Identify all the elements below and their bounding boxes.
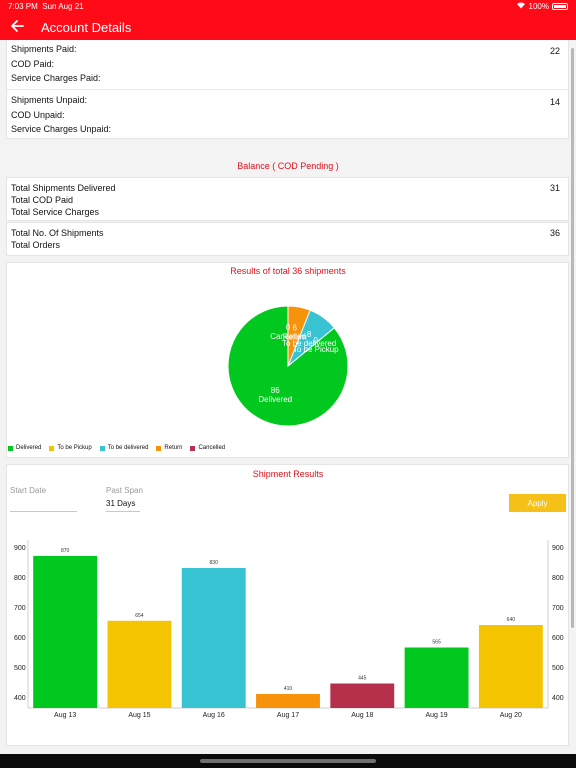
page-title: Account Details xyxy=(41,20,132,35)
past-span-underline xyxy=(106,511,140,512)
total-cod-paid-label: Total COD Paid xyxy=(11,195,74,205)
nav-bar: Account Details xyxy=(0,14,576,40)
legend-swatch xyxy=(156,445,162,451)
home-indicator-bar xyxy=(0,754,576,768)
legend-label: Return xyxy=(164,445,183,451)
legend-item: Delivered xyxy=(8,445,41,451)
legend-item: To be Pickup xyxy=(49,445,92,451)
total-shipments-label: Total No. Of Shipments xyxy=(11,228,104,238)
service-charges-unpaid-label: Service Charges Unpaid: xyxy=(11,124,112,134)
status-time: 7:03 PM Sun Aug 21 xyxy=(8,2,84,11)
status-bar: 7:03 PM Sun Aug 21 100% xyxy=(0,0,576,14)
shipment-results-card xyxy=(6,464,569,746)
start-date-input[interactable] xyxy=(10,497,77,511)
cod-unpaid-label: COD Unpaid: xyxy=(11,110,65,120)
shipments-unpaid-value: 14 xyxy=(549,97,560,107)
shipments-paid-label: Shipments Paid: xyxy=(11,44,77,54)
legend-item: Cancelled xyxy=(190,445,225,451)
payment-summary-card: Shipments Paid: 22 COD Paid: Service Cha… xyxy=(6,40,569,139)
scrollbar[interactable] xyxy=(571,48,574,628)
home-indicator[interactable] xyxy=(200,759,376,763)
past-span-select[interactable]: 31 Days xyxy=(106,499,136,508)
battery-icon xyxy=(552,2,568,10)
shipment-results-title: Shipment Results xyxy=(252,469,324,479)
shipments-paid-value: 22 xyxy=(549,46,560,56)
legend-item: To be delivered xyxy=(99,445,149,451)
legend-item: Return xyxy=(156,445,182,451)
pie-chart-card xyxy=(6,262,569,458)
total-delivered-value: 31 xyxy=(549,183,560,193)
orders-summary-card: Total No. Of Shipments 36 Total Orders xyxy=(6,222,569,256)
apply-button[interactable]: Apply xyxy=(509,494,566,512)
divider xyxy=(7,89,568,90)
service-charges-paid-label: Service Charges Paid: xyxy=(11,73,101,83)
pie-chart-title: Results of total 36 shipments xyxy=(230,266,346,276)
legend-swatch xyxy=(99,445,105,451)
start-date-underline xyxy=(10,511,77,512)
start-date-label: Start Date xyxy=(10,486,47,495)
past-span-label: Past Span xyxy=(106,486,143,495)
battery-percent: 100% xyxy=(528,1,549,11)
legend-label: To be delivered xyxy=(107,445,149,451)
total-delivered-label: Total Shipments Delivered xyxy=(11,183,116,193)
legend-label: To be Pickup xyxy=(57,445,92,451)
legend-swatch xyxy=(8,445,13,451)
back-arrow-icon[interactable] xyxy=(8,17,26,35)
wifi-icon xyxy=(516,1,526,11)
legend-swatch xyxy=(190,445,196,451)
shipments-unpaid-label: Shipments Unpaid: xyxy=(11,95,88,105)
cod-paid-label: COD Paid: xyxy=(11,59,55,69)
pie-legend: Delivered To be Pickup To be delivered Retu… xyxy=(8,445,225,451)
legend-swatch xyxy=(49,445,55,451)
delivered-summary-card: Total Shipments Delivered 31 Total COD P… xyxy=(6,177,569,221)
balance-title: Balance ( COD Pending ) xyxy=(237,161,339,171)
total-service-charges-label: Total Service Charges xyxy=(11,207,100,217)
total-shipments-value: 36 xyxy=(549,228,560,238)
total-orders-label: Total Orders xyxy=(11,240,61,250)
status-right: 100% xyxy=(516,1,568,11)
legend-label: Cancelled xyxy=(198,445,226,451)
legend-label: Delivered xyxy=(16,445,42,451)
